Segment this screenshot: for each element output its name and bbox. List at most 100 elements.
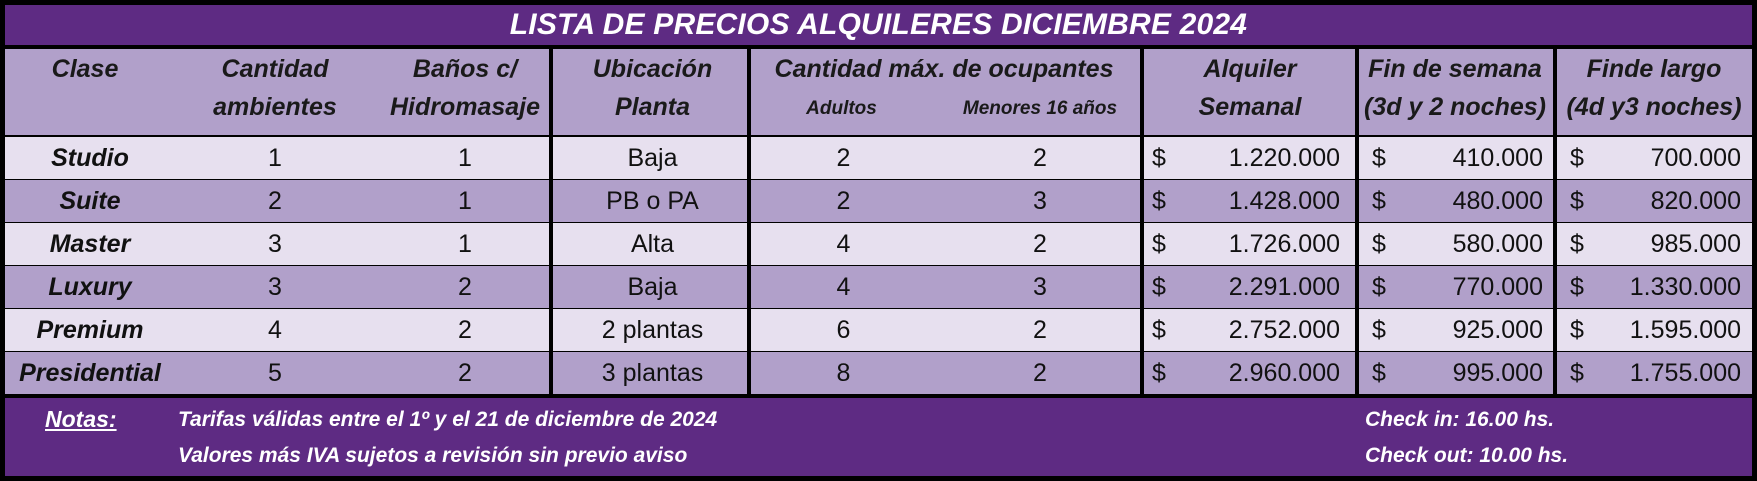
currency-symbol: $ xyxy=(1372,143,1386,172)
cell-finde-largo: 1.595.000 xyxy=(1629,315,1741,344)
cell-clase: Luxury xyxy=(48,272,132,301)
header-banos-line1: Baños c/ xyxy=(412,54,518,83)
note-dates: Tarifas válidas entre el 1º y el 21 de d… xyxy=(178,408,718,431)
cell-clase: Premium xyxy=(36,315,144,344)
currency-symbol: $ xyxy=(1152,143,1166,172)
cell-alquiler-semanal: 2.752.000 xyxy=(1228,315,1340,344)
header-findelargo-line1: Finde largo xyxy=(1586,54,1722,83)
notes-label: Notas: xyxy=(45,406,117,432)
cell-alquiler-semanal: 1.220.000 xyxy=(1228,143,1340,172)
cell-adultos: 4 xyxy=(836,229,851,258)
cell-planta: 2 plantas xyxy=(601,315,704,344)
cell-fin-semana: 770.000 xyxy=(1452,272,1543,301)
header-alquiler-line1: Alquiler xyxy=(1203,54,1297,83)
table-row: Master 3 1 Alta 4 2 $1.726.000 $580.000 $985.000 xyxy=(5,223,1752,265)
header-adultos: Adultos xyxy=(806,98,877,119)
cell-clase: Master xyxy=(49,229,131,258)
cell-menores: 2 xyxy=(1033,315,1047,344)
header-clase: Clase xyxy=(51,54,119,83)
cell-adultos: 2 xyxy=(836,143,851,172)
header-menores: Menores 16 años xyxy=(962,98,1118,119)
cell-clase: Studio xyxy=(51,143,129,172)
currency-symbol: $ xyxy=(1570,315,1584,344)
header-findelargo-line2: (4d y3 noches) xyxy=(1566,92,1742,121)
currency-symbol: $ xyxy=(1570,186,1584,215)
cell-fin-semana: 995.000 xyxy=(1452,358,1543,387)
cell-adultos: 6 xyxy=(836,315,851,344)
table-row: Luxury 3 2 Baja 4 3 $2.291.000 $770.000 $1.330.0… xyxy=(5,266,1752,308)
currency-symbol: $ xyxy=(1372,229,1386,258)
currency-symbol: $ xyxy=(1152,272,1166,301)
table-header: Clase Cantidad ambientes Baños c/ Hidrom… xyxy=(5,49,1752,135)
notes-footer: Notas: Tarifas válidas entre el 1º y el … xyxy=(5,398,1752,476)
cell-planta: Baja xyxy=(627,272,678,301)
header-cantidad-line2: ambientes xyxy=(213,92,337,121)
page-title: LISTA DE PRECIOS ALQUILERES DICIEMBRE 20… xyxy=(5,5,1752,45)
cell-menores: 2 xyxy=(1033,229,1047,258)
currency-symbol: $ xyxy=(1152,229,1166,258)
cell-menores: 3 xyxy=(1033,186,1047,215)
header-finsemana-line1: Fin de semana xyxy=(1368,54,1542,83)
currency-symbol: $ xyxy=(1152,358,1166,387)
cell-finde-largo: 700.000 xyxy=(1650,143,1741,172)
cell-planta: Baja xyxy=(627,143,678,172)
cell-ambientes: 1 xyxy=(268,143,282,172)
currency-symbol: $ xyxy=(1152,315,1166,344)
cell-menores: 3 xyxy=(1033,272,1047,301)
cell-banos: 2 xyxy=(458,315,472,344)
cell-banos: 1 xyxy=(458,229,472,258)
cell-alquiler-semanal: 2.960.000 xyxy=(1228,358,1340,387)
currency-symbol: $ xyxy=(1372,272,1386,301)
cell-banos: 2 xyxy=(458,358,472,387)
cell-alquiler-semanal: 1.428.000 xyxy=(1228,186,1340,215)
table-row: Studio 1 1 Baja 2 2 $1.220.000 $410.000 $700.000 xyxy=(5,137,1752,179)
cell-clase: Suite xyxy=(59,186,121,215)
cell-ambientes: 5 xyxy=(268,358,282,387)
cell-ambientes: 3 xyxy=(268,272,282,301)
currency-symbol: $ xyxy=(1372,186,1386,215)
header-cantidad-line1: Cantidad xyxy=(221,54,329,83)
header-finsemana-line2: (3d y 2 noches) xyxy=(1364,92,1546,121)
check-out-time: Check out: 10.00 hs. xyxy=(1365,444,1569,467)
column-divider xyxy=(1355,49,1359,394)
column-divider xyxy=(747,49,751,394)
cell-fin-semana: 480.000 xyxy=(1452,186,1543,215)
currency-symbol: $ xyxy=(1570,358,1584,387)
cell-clase: Presidential xyxy=(19,358,161,387)
cell-finde-largo: 1.330.000 xyxy=(1629,272,1741,301)
cell-finde-largo: 820.000 xyxy=(1650,186,1741,215)
check-in-time: Check in: 16.00 hs. xyxy=(1365,408,1555,431)
header-alquiler-line2: Semanal xyxy=(1198,92,1302,121)
cell-finde-largo: 1.755.000 xyxy=(1629,358,1741,387)
cell-fin-semana: 580.000 xyxy=(1452,229,1543,258)
cell-finde-largo: 985.000 xyxy=(1650,229,1741,258)
table-row: Presidential 5 2 3 plantas 8 2 $2.960.000 $995.… xyxy=(5,352,1752,394)
cell-adultos: 2 xyxy=(836,186,851,215)
currency-symbol: $ xyxy=(1570,229,1584,258)
cell-planta: PB o PA xyxy=(606,186,699,215)
currency-symbol: $ xyxy=(1152,186,1166,215)
header-ubicacion-line1: Ubicación xyxy=(592,54,713,83)
note-iva: Valores más IVA sujetos a revisión sin p… xyxy=(178,444,688,467)
table-row: Suite 2 1 PB o PA 2 3 $1.428.000 $480.000 $820.0… xyxy=(5,180,1752,222)
cell-alquiler-semanal: 2.291.000 xyxy=(1228,272,1340,301)
cell-planta: Alta xyxy=(630,229,675,258)
header-banos-line2: Hidromasaje xyxy=(389,92,541,121)
column-divider xyxy=(1140,49,1144,394)
cell-menores: 2 xyxy=(1033,358,1047,387)
cell-banos: 1 xyxy=(458,186,472,215)
currency-symbol: $ xyxy=(1372,358,1386,387)
cell-ambientes: 4 xyxy=(268,315,282,344)
cell-fin-semana: 925.000 xyxy=(1452,315,1543,344)
cell-banos: 1 xyxy=(458,143,472,172)
currency-symbol: $ xyxy=(1372,315,1386,344)
currency-symbol: $ xyxy=(1570,143,1584,172)
cell-fin-semana: 410.000 xyxy=(1452,143,1543,172)
table-row: Premium 4 2 2 plantas 6 2 $2.752.000 $925.000 $1… xyxy=(5,309,1752,351)
cell-ambientes: 2 xyxy=(268,186,282,215)
cell-banos: 2 xyxy=(458,272,472,301)
header-ubicacion-line2: Planta xyxy=(614,92,691,121)
cell-adultos: 4 xyxy=(836,272,851,301)
cell-adultos: 8 xyxy=(836,358,851,387)
